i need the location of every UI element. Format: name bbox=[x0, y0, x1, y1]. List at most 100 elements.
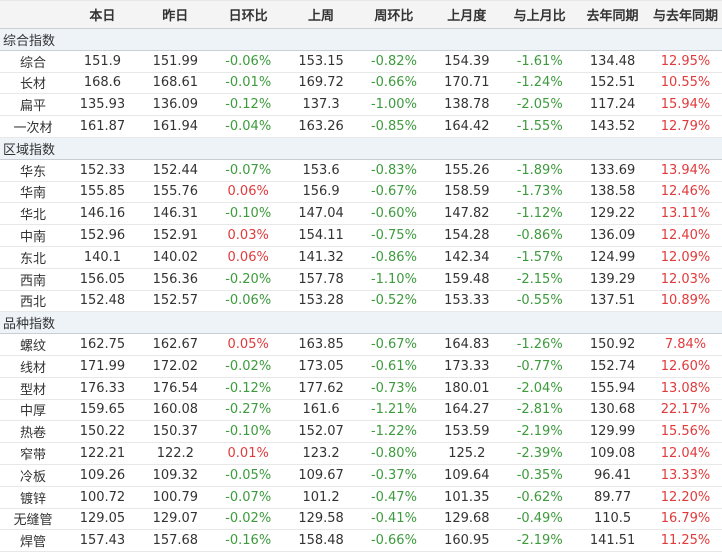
cell: 152.51 bbox=[589, 75, 636, 91]
cell: 109.08 bbox=[589, 446, 636, 462]
cell: -0.10% bbox=[225, 206, 272, 222]
cell: -0.02% bbox=[225, 511, 272, 527]
cell: 117.24 bbox=[589, 97, 636, 113]
row-label: 热卷 bbox=[19, 426, 46, 442]
cell: 154.28 bbox=[444, 228, 490, 244]
cell: 171.99 bbox=[79, 358, 126, 374]
cell: 164.42 bbox=[444, 119, 490, 135]
cell: 110.5 bbox=[593, 511, 632, 527]
column-header: 上月度 bbox=[447, 9, 487, 24]
cell: 173.33 bbox=[444, 358, 490, 374]
cell: -0.01% bbox=[225, 75, 272, 91]
cell: 100.79 bbox=[152, 489, 199, 505]
cell: -1.00% bbox=[370, 97, 417, 113]
cell: 146.31 bbox=[152, 206, 199, 222]
cell: 0.03% bbox=[227, 228, 269, 244]
cell: -0.12% bbox=[225, 97, 272, 113]
cell: 100.72 bbox=[79, 489, 126, 505]
cell: 147.04 bbox=[298, 206, 344, 222]
cell: -0.20% bbox=[225, 271, 272, 287]
cell: 162.75 bbox=[79, 337, 126, 353]
cell: 129.68 bbox=[444, 511, 490, 527]
cell: 155.85 bbox=[79, 184, 126, 200]
table-row: 中南 152.96 152.91 0.03% 154.11 -0.75% 154.28 -0.… bbox=[0, 224, 722, 247]
cell: -0.10% bbox=[225, 424, 272, 440]
cell: 168.6 bbox=[83, 75, 122, 91]
row-label: 长材 bbox=[19, 77, 46, 93]
cell: -0.47% bbox=[370, 489, 417, 505]
cell: 129.05 bbox=[79, 511, 126, 527]
table-row: 西北 152.48 152.57 -0.06% 153.28 -0.52% 153.33 -0… bbox=[0, 290, 722, 312]
cell: -0.85% bbox=[370, 119, 417, 135]
cell: 161.87 bbox=[79, 119, 126, 135]
cell: -2.19% bbox=[516, 424, 563, 440]
cell: -0.83% bbox=[370, 162, 417, 178]
cell: 156.9 bbox=[302, 184, 340, 200]
cell: 159.48 bbox=[444, 271, 490, 287]
index-table-body: 综合指数 综合 151.9 151.99 -0.06% 153.15 -0.82% 154.3… bbox=[0, 28, 722, 552]
cell: 140.02 bbox=[152, 249, 199, 265]
row-label: 无缝管 bbox=[13, 513, 53, 529]
cell: 164.83 bbox=[444, 337, 490, 353]
cell: 12.40% bbox=[660, 228, 711, 244]
cell: 152.91 bbox=[152, 228, 199, 244]
cell: -2.15% bbox=[516, 271, 563, 287]
cell: 130.68 bbox=[589, 402, 636, 418]
cell: 12.03% bbox=[660, 271, 711, 287]
cell: 150.22 bbox=[79, 424, 126, 440]
cell: 147.82 bbox=[444, 206, 490, 222]
row-label: 一次材 bbox=[13, 121, 53, 137]
cell: 159.65 bbox=[79, 402, 126, 418]
row-label: 华北 bbox=[19, 208, 46, 224]
cell: 11.25% bbox=[660, 533, 711, 549]
row-label: 中厚 bbox=[19, 404, 46, 420]
table-row: 中厚 159.65 160.08 -0.27% 161.6 -1.21% 164.27 -2.… bbox=[0, 399, 722, 421]
cell: -0.80% bbox=[370, 446, 417, 462]
cell: 138.58 bbox=[589, 184, 636, 200]
cell: 152.07 bbox=[298, 424, 344, 440]
section-title: 品种指数 bbox=[3, 317, 56, 333]
cell: 161.6 bbox=[302, 402, 340, 418]
cell: -1.55% bbox=[516, 119, 563, 135]
cell: 152.44 bbox=[152, 162, 199, 178]
cell: 177.62 bbox=[298, 380, 344, 396]
cell: 138.78 bbox=[444, 97, 490, 113]
cell: 109.67 bbox=[298, 467, 344, 483]
table-row: 窄带 122.21 122.2 0.01% 123.2 -0.80% 125.2 -2.39%… bbox=[0, 442, 722, 465]
table-row: 东北 140.1 140.02 0.06% 141.32 -0.86% 142.34 -1.5… bbox=[0, 246, 722, 269]
cell: 140.1 bbox=[83, 249, 122, 265]
cell: 12.04% bbox=[660, 446, 711, 462]
cell: -2.05% bbox=[516, 97, 563, 113]
cell: 141.51 bbox=[589, 533, 636, 549]
cell: 101.35 bbox=[444, 489, 490, 505]
cell: 13.33% bbox=[660, 467, 711, 483]
table-row: 镀锌 100.72 100.79 -0.07% 101.2 -0.47% 101.35 -0.… bbox=[0, 486, 722, 509]
cell: 160.08 bbox=[152, 402, 199, 418]
cell: 137.51 bbox=[589, 293, 636, 309]
cell: 152.57 bbox=[152, 293, 199, 309]
cell: 154.11 bbox=[298, 228, 344, 244]
cell: 109.64 bbox=[444, 467, 490, 483]
cell: -0.52% bbox=[370, 293, 417, 309]
row-label: 线材 bbox=[19, 360, 46, 376]
cell: 142.34 bbox=[444, 249, 490, 265]
row-label: 窄带 bbox=[19, 448, 46, 464]
cell: -0.07% bbox=[225, 489, 272, 505]
cell: 176.33 bbox=[79, 380, 126, 396]
table-row: 华北 146.16 146.31 -0.10% 147.04 -0.60% 147.82 -1… bbox=[0, 202, 722, 225]
cell: -0.04% bbox=[225, 119, 272, 135]
cell: -0.12% bbox=[225, 380, 272, 396]
cell: -1.73% bbox=[516, 184, 563, 200]
cell: 136.09 bbox=[589, 228, 636, 244]
cell: -0.82% bbox=[370, 53, 417, 69]
section-title: 区域指数 bbox=[3, 142, 56, 158]
cell: 129.99 bbox=[589, 424, 636, 440]
cell: 155.26 bbox=[444, 162, 490, 178]
cell: 10.55% bbox=[660, 75, 711, 91]
cell: 122.2 bbox=[156, 446, 194, 462]
row-label: 西北 bbox=[19, 295, 46, 311]
table-row: 型材 176.33 176.54 -0.12% 177.62 -0.73% 180.01 -2… bbox=[0, 377, 722, 400]
cell: -0.49% bbox=[516, 511, 563, 527]
cell: 157.78 bbox=[298, 271, 344, 287]
